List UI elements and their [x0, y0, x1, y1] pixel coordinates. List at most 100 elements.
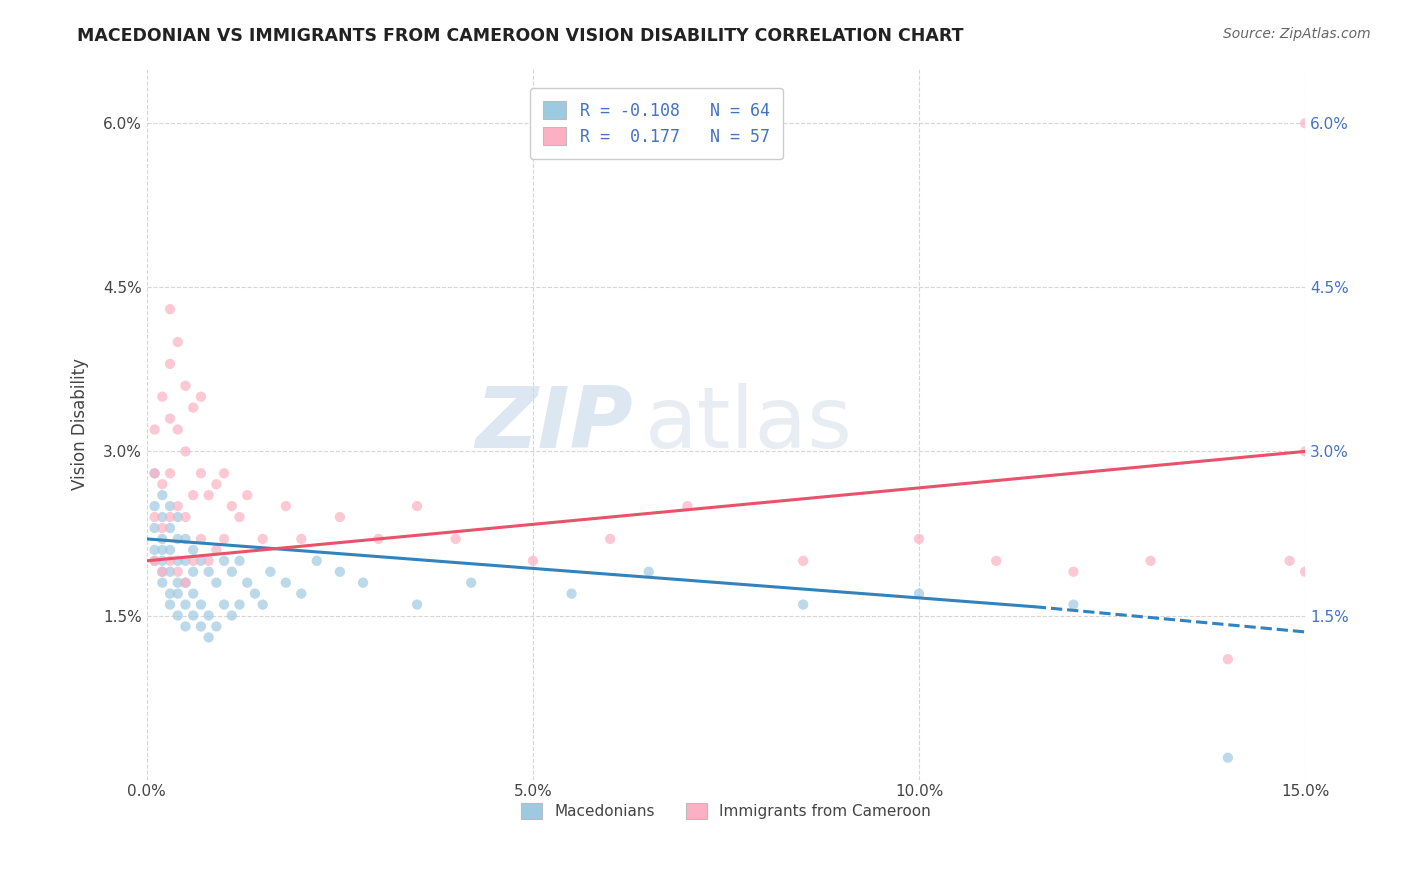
Point	[986, 554, 1008, 568]
Point	[908, 587, 931, 601]
Legend: Macedonians, Immigrants from Cameroon: Macedonians, Immigrants from Cameroon	[515, 797, 938, 825]
Point	[166, 334, 188, 349]
Point	[150, 532, 173, 546]
Point	[181, 554, 204, 568]
Point	[236, 488, 259, 502]
Point	[197, 565, 219, 579]
Text: atlas: atlas	[645, 383, 853, 466]
Point	[252, 532, 274, 546]
Point	[150, 521, 173, 535]
Text: ZIP: ZIP	[475, 383, 633, 466]
Point	[197, 488, 219, 502]
Point	[212, 532, 235, 546]
Point	[1062, 565, 1084, 579]
Point	[259, 565, 281, 579]
Point	[792, 598, 814, 612]
Point	[228, 554, 250, 568]
Point	[159, 587, 181, 601]
Point	[599, 532, 621, 546]
Point	[159, 302, 181, 317]
Point	[150, 510, 173, 524]
Text: Source: ZipAtlas.com: Source: ZipAtlas.com	[1223, 27, 1371, 41]
Point	[228, 598, 250, 612]
Point	[174, 554, 197, 568]
Point	[181, 488, 204, 502]
Point	[236, 575, 259, 590]
Point	[166, 532, 188, 546]
Point	[174, 619, 197, 633]
Point	[174, 598, 197, 612]
Point	[290, 532, 312, 546]
Point	[190, 390, 212, 404]
Point	[352, 575, 374, 590]
Point	[1278, 554, 1301, 568]
Point	[143, 499, 166, 513]
Point	[274, 499, 297, 513]
Point	[1294, 116, 1316, 130]
Point	[174, 378, 197, 392]
Point	[159, 499, 181, 513]
Point	[159, 554, 181, 568]
Point	[329, 510, 352, 524]
Point	[150, 575, 173, 590]
Point	[197, 631, 219, 645]
Point	[143, 542, 166, 557]
Point	[444, 532, 467, 546]
Point	[1294, 565, 1316, 579]
Point	[205, 542, 228, 557]
Point	[150, 565, 173, 579]
Point	[522, 554, 544, 568]
Point	[150, 488, 173, 502]
Point	[205, 575, 228, 590]
Point	[1216, 652, 1239, 666]
Point	[174, 444, 197, 458]
Point	[637, 565, 659, 579]
Point	[159, 357, 181, 371]
Point	[792, 554, 814, 568]
Point	[290, 587, 312, 601]
Point	[143, 554, 166, 568]
Point	[166, 587, 188, 601]
Point	[143, 521, 166, 535]
Point	[181, 587, 204, 601]
Point	[252, 598, 274, 612]
Point	[150, 477, 173, 491]
Point	[181, 401, 204, 415]
Point	[197, 554, 219, 568]
Point	[221, 565, 243, 579]
Point	[190, 532, 212, 546]
Point	[181, 608, 204, 623]
Point	[150, 565, 173, 579]
Point	[205, 619, 228, 633]
Point	[367, 532, 389, 546]
Point	[212, 554, 235, 568]
Point	[1294, 444, 1316, 458]
Point	[159, 542, 181, 557]
Point	[166, 554, 188, 568]
Point	[212, 598, 235, 612]
Point	[406, 598, 429, 612]
Point	[159, 510, 181, 524]
Point	[205, 477, 228, 491]
Point	[305, 554, 328, 568]
Point	[1062, 598, 1084, 612]
Point	[143, 423, 166, 437]
Point	[221, 608, 243, 623]
Point	[174, 575, 197, 590]
Point	[1139, 554, 1161, 568]
Y-axis label: Vision Disability: Vision Disability	[72, 358, 89, 490]
Point	[190, 598, 212, 612]
Point	[143, 467, 166, 481]
Point	[221, 499, 243, 513]
Point	[228, 510, 250, 524]
Point	[166, 423, 188, 437]
Point	[150, 542, 173, 557]
Point	[190, 554, 212, 568]
Point	[197, 608, 219, 623]
Text: MACEDONIAN VS IMMIGRANTS FROM CAMEROON VISION DISABILITY CORRELATION CHART: MACEDONIAN VS IMMIGRANTS FROM CAMEROON V…	[77, 27, 965, 45]
Point	[150, 390, 173, 404]
Point	[1216, 750, 1239, 764]
Point	[174, 532, 197, 546]
Point	[181, 565, 204, 579]
Point	[159, 411, 181, 425]
